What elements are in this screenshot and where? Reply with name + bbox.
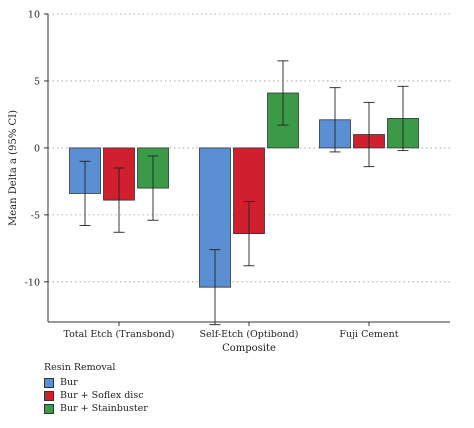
y-tick-label: 5: [34, 76, 40, 87]
legend-item: Bur + Soflex disc: [44, 389, 148, 402]
x-axis-title: Composite: [222, 343, 276, 354]
legend-item: Bur + Stainbuster: [44, 402, 148, 415]
y-tick-label: 0: [34, 143, 40, 154]
y-tick-label: -10: [25, 277, 40, 288]
bars: [69, 92, 419, 288]
legend-label: Bur + Stainbuster: [60, 403, 148, 414]
legend-item: Bur: [44, 376, 148, 389]
legend-title: Resin Removal: [44, 362, 116, 373]
legend-swatch: [44, 390, 54, 401]
y-ticks: 10 5 0 -5 -10: [25, 10, 48, 288]
legend-items: Bur Bur + Soflex disc Bur + Stainbuster: [44, 376, 148, 415]
legend-label: Bur + Soflex disc: [60, 390, 144, 401]
x-ticks: Total Etch (Transbond) Self-Etch (Optibon…: [63, 322, 399, 340]
y-tick-label: 10: [28, 10, 40, 21]
y-axis-title: Mean Delta a (95% CI): [8, 110, 19, 226]
legend-swatch: [44, 377, 54, 388]
x-tick-label: Self-Etch (Optibond): [200, 329, 299, 340]
legend-label: Bur: [60, 377, 78, 388]
error-bars: [79, 60, 409, 326]
x-tick-label: Fuji Cement: [339, 329, 398, 340]
x-tick-label: Total Etch (Transbond): [63, 329, 174, 340]
legend-swatch: [44, 403, 54, 414]
y-tick-label: -5: [31, 210, 40, 221]
legend: Resin Removal Bur Bur + Soflex disc Bur + …: [44, 362, 148, 415]
